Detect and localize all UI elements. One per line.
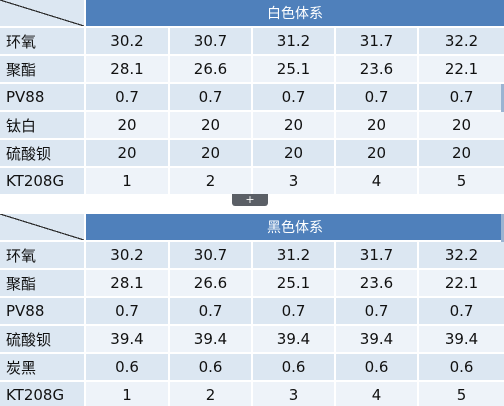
- table-cell: 20: [419, 112, 504, 140]
- table-cell: 0.7: [253, 84, 336, 112]
- table-cell: 0.7: [419, 84, 504, 112]
- table-cell: 5: [419, 168, 504, 196]
- table-cell: 30.2: [86, 242, 170, 270]
- corner-diagonal-cell: [0, 0, 86, 28]
- expand-toggle-button[interactable]: +: [232, 194, 268, 206]
- table-cell: 1: [86, 382, 170, 406]
- table-header-row: 黑色体系: [0, 214, 504, 242]
- plus-icon: +: [245, 193, 255, 206]
- table-cell: 20: [86, 112, 170, 140]
- table-cell: 32.2: [419, 28, 504, 56]
- table-cell: 5: [419, 382, 504, 406]
- table-row: 环氧 30.2 30.7 31.2 31.7 32.2: [0, 28, 504, 56]
- row-label: 硫酸钡: [0, 140, 86, 168]
- row-label: 炭黑: [0, 354, 86, 382]
- table-cell: 28.1: [86, 56, 170, 84]
- table-cell: 31.2: [253, 28, 336, 56]
- table-row: KT208G 1 2 3 4 5: [0, 382, 504, 406]
- table-cell: 0.6: [253, 354, 336, 382]
- table-title: 白色体系: [86, 0, 504, 28]
- table-cell: 39.4: [336, 326, 419, 354]
- table-cell: 20: [86, 140, 170, 168]
- table-cell: 31.7: [336, 28, 419, 56]
- table-cell: 39.4: [419, 326, 504, 354]
- table-cell: 26.6: [170, 56, 253, 84]
- table-cell: 20: [253, 112, 336, 140]
- table-row: PV88 0.7 0.7 0.7 0.7 0.7: [0, 298, 504, 326]
- table-cell: 0.6: [336, 354, 419, 382]
- row-label: KT208G: [0, 382, 86, 406]
- white-system-table: 白色体系 环氧 30.2 30.7 31.2 31.7 32.2 聚酯 28.1…: [0, 0, 504, 196]
- table-title: 黑色体系: [86, 214, 504, 242]
- table-cell: 0.7: [170, 298, 253, 326]
- row-label: 硫酸钡: [0, 326, 86, 354]
- table-cell: 22.1: [419, 56, 504, 84]
- row-label: 聚酯: [0, 270, 86, 298]
- row-label: KT208G: [0, 168, 86, 196]
- table-cell: 23.6: [336, 56, 419, 84]
- table-cell: 4: [336, 168, 419, 196]
- table-cell: 30.7: [170, 28, 253, 56]
- table-row: 环氧 30.2 30.7 31.2 31.7 32.2: [0, 242, 504, 270]
- table-cell: 39.4: [86, 326, 170, 354]
- table-row: 硫酸钡 20 20 20 20 20: [0, 140, 504, 168]
- table-cell: 0.7: [170, 84, 253, 112]
- table-cell: 28.1: [86, 270, 170, 298]
- row-label: PV88: [0, 84, 86, 112]
- table-cell: 1: [86, 168, 170, 196]
- table-cell: 39.4: [170, 326, 253, 354]
- table-row: 炭黑 0.6 0.6 0.6 0.6 0.6: [0, 354, 504, 382]
- table-cell: 20: [170, 112, 253, 140]
- table-cell: 31.7: [336, 242, 419, 270]
- row-label: 环氧: [0, 28, 86, 56]
- table-row: 硫酸钡 39.4 39.4 39.4 39.4 39.4: [0, 326, 504, 354]
- table-cell: 0.7: [86, 298, 170, 326]
- table-row: 钛白 20 20 20 20 20: [0, 112, 504, 140]
- table-cell: 23.6: [336, 270, 419, 298]
- row-label: 钛白: [0, 112, 86, 140]
- black-system-table: 黑色体系 环氧 30.2 30.7 31.2 31.7 32.2 聚酯 28.1…: [0, 214, 504, 406]
- table-cell: 25.1: [253, 270, 336, 298]
- table-row: KT208G 1 2 3 4 5: [0, 168, 504, 196]
- table-cell: 2: [170, 382, 253, 406]
- table-cell: 26.6: [170, 270, 253, 298]
- table-header-row: 白色体系: [0, 0, 504, 28]
- table-cell: 3: [253, 382, 336, 406]
- table-cell: 31.2: [253, 242, 336, 270]
- right-edge-strip: [501, 214, 504, 242]
- table-cell: 4: [336, 382, 419, 406]
- table-cell: 22.1: [419, 270, 504, 298]
- table-cell: 0.7: [253, 298, 336, 326]
- row-label: 聚酯: [0, 56, 86, 84]
- table-cell: 0.7: [336, 84, 419, 112]
- table-cell: 0.7: [336, 298, 419, 326]
- table-cell: 0.6: [170, 354, 253, 382]
- table-row: 聚酯 28.1 26.6 25.1 23.6 22.1: [0, 270, 504, 298]
- table-cell: 20: [170, 140, 253, 168]
- row-label: PV88: [0, 298, 86, 326]
- corner-diagonal-cell: [0, 214, 86, 242]
- table-cell: 2: [170, 168, 253, 196]
- table-cell: 30.2: [86, 28, 170, 56]
- row-label: 环氧: [0, 242, 86, 270]
- right-edge-strip: [501, 84, 504, 112]
- table-cell: 25.1: [253, 56, 336, 84]
- table-cell: 20: [419, 140, 504, 168]
- table-cell: 0.7: [86, 84, 170, 112]
- table-cell: 39.4: [253, 326, 336, 354]
- table-cell: 0.6: [419, 354, 504, 382]
- table-row: PV88 0.7 0.7 0.7 0.7 0.7: [0, 84, 504, 112]
- table-cell: 20: [253, 140, 336, 168]
- table-cell: 0.6: [86, 354, 170, 382]
- table-cell: 3: [253, 168, 336, 196]
- table-cell: 20: [336, 140, 419, 168]
- table-cell: 20: [336, 112, 419, 140]
- table-cell: 30.7: [170, 242, 253, 270]
- table-cell: 32.2: [419, 242, 504, 270]
- table-row: 聚酯 28.1 26.6 25.1 23.6 22.1: [0, 56, 504, 84]
- table-cell: 0.7: [419, 298, 504, 326]
